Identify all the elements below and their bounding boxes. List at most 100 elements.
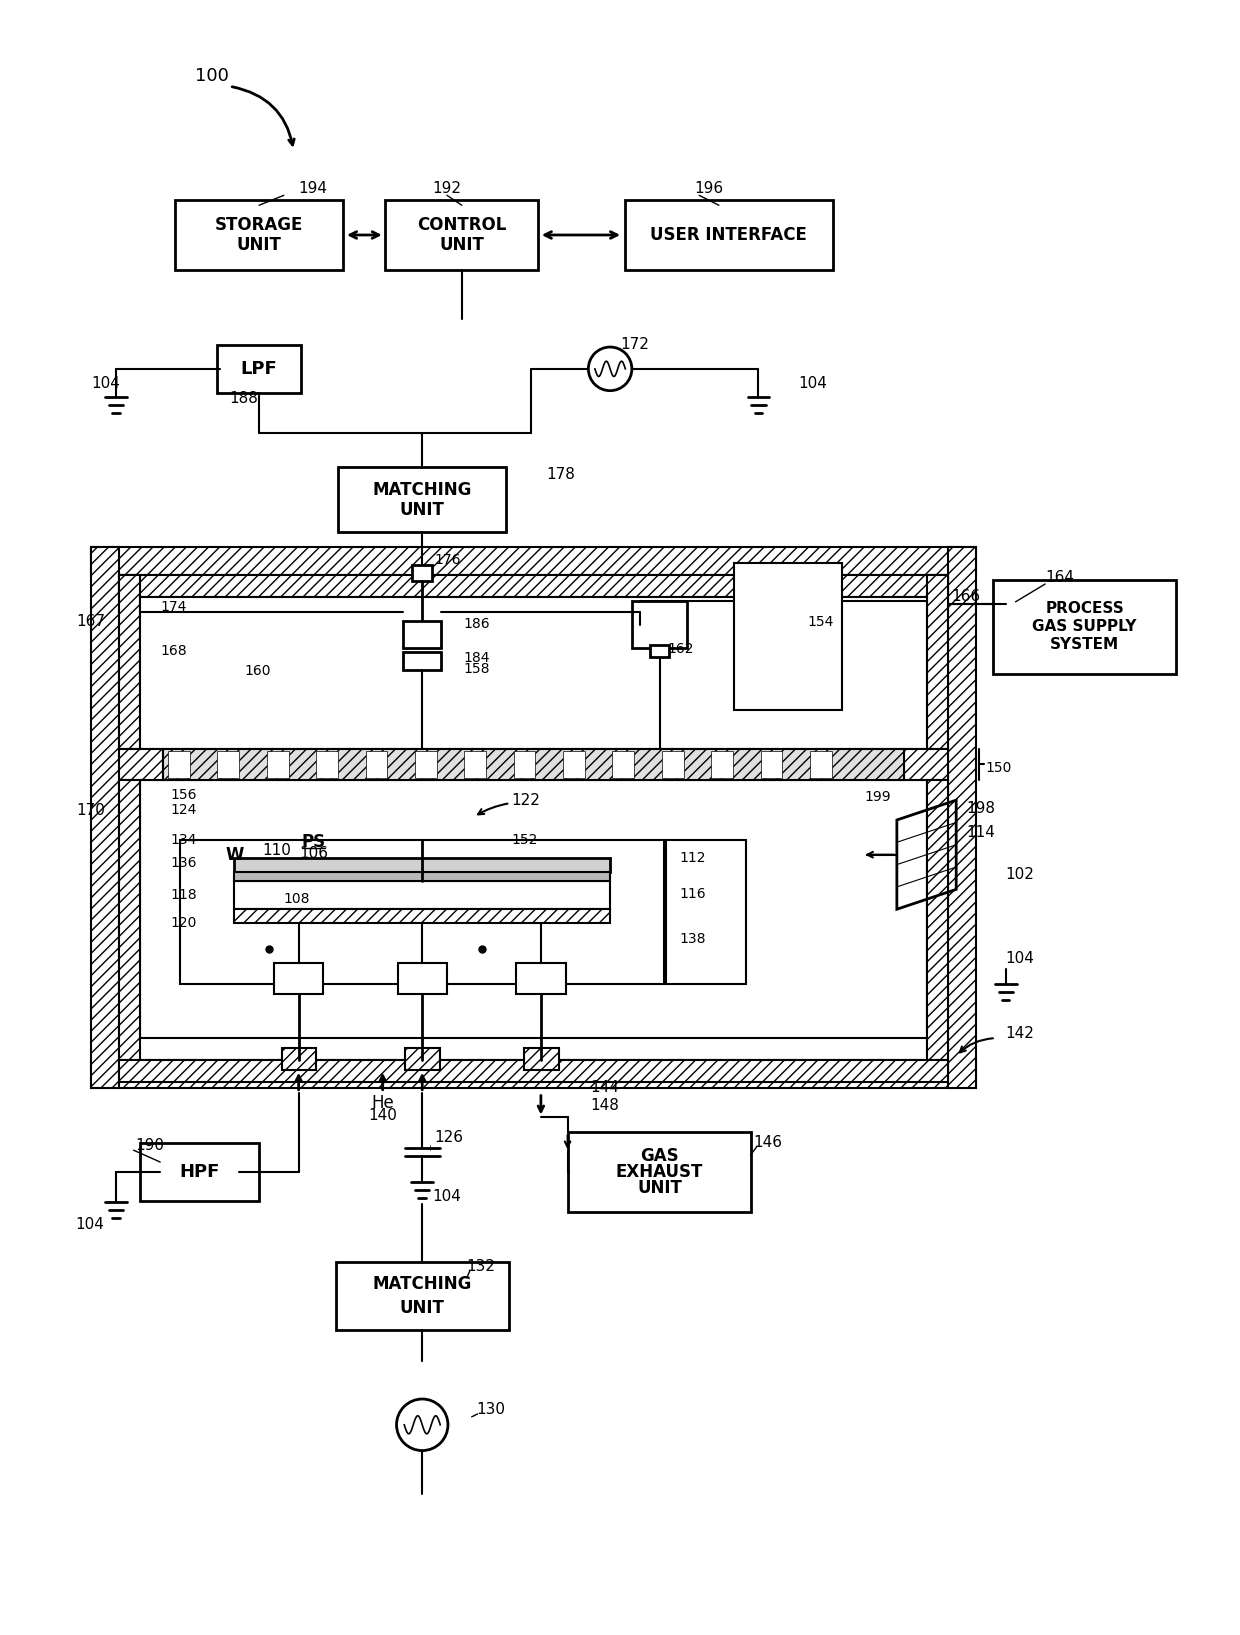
Text: PROCESS: PROCESS <box>1045 602 1125 616</box>
Text: GAS: GAS <box>640 1148 678 1166</box>
Bar <box>119 576 140 749</box>
Bar <box>405 1048 440 1069</box>
Text: 104: 104 <box>432 1189 461 1205</box>
Text: 172: 172 <box>620 337 649 352</box>
Text: STORAGE: STORAGE <box>215 216 304 234</box>
Bar <box>180 840 665 984</box>
Text: 158: 158 <box>464 662 490 677</box>
Bar <box>281 1048 316 1069</box>
Bar <box>525 1048 559 1069</box>
Bar <box>336 1262 508 1329</box>
Bar <box>119 576 949 597</box>
Bar <box>175 201 343 270</box>
Text: 152: 152 <box>511 832 538 847</box>
Text: 134: 134 <box>170 832 196 847</box>
Text: 192: 192 <box>432 181 461 196</box>
Text: 138: 138 <box>680 932 706 947</box>
Bar <box>140 597 926 749</box>
Bar <box>464 750 486 778</box>
Text: 166: 166 <box>951 589 981 605</box>
Text: 122: 122 <box>511 793 541 808</box>
Text: 198: 198 <box>966 801 994 816</box>
Text: 148: 148 <box>590 1099 619 1113</box>
Text: 124: 124 <box>170 803 196 818</box>
Bar <box>119 749 164 780</box>
Text: 110: 110 <box>262 844 291 858</box>
Text: 120: 120 <box>170 916 196 930</box>
Bar <box>217 750 239 778</box>
Text: 196: 196 <box>694 181 723 196</box>
Text: 174: 174 <box>160 600 186 613</box>
Bar <box>403 621 441 649</box>
Bar <box>516 963 565 994</box>
Text: 104: 104 <box>91 376 120 391</box>
Text: MATCHING: MATCHING <box>372 481 472 499</box>
Bar <box>234 858 610 871</box>
Text: HPF: HPF <box>180 1162 219 1180</box>
Text: UNIT: UNIT <box>399 500 445 518</box>
Bar <box>568 1133 751 1212</box>
Bar <box>119 1059 949 1082</box>
Text: GAS SUPPLY: GAS SUPPLY <box>1033 620 1137 634</box>
Bar <box>91 548 976 576</box>
Text: PS: PS <box>301 832 326 850</box>
Text: UNIT: UNIT <box>637 1179 682 1197</box>
Text: 184: 184 <box>464 651 490 665</box>
Bar <box>234 871 610 881</box>
Text: MATCHING: MATCHING <box>372 1275 472 1293</box>
Text: 178: 178 <box>546 468 574 482</box>
Bar <box>316 750 339 778</box>
Bar <box>140 780 926 1038</box>
Bar <box>415 750 436 778</box>
Text: 162: 162 <box>667 643 694 656</box>
Bar <box>119 780 140 1059</box>
Bar <box>403 652 441 670</box>
Text: 136: 136 <box>170 855 197 870</box>
Text: 132: 132 <box>466 1259 496 1274</box>
Bar <box>760 750 782 778</box>
Bar <box>563 750 585 778</box>
Bar <box>904 749 949 780</box>
Bar <box>632 600 687 649</box>
Text: LPF: LPF <box>241 360 278 378</box>
Bar <box>386 201 538 270</box>
Text: CONTROL: CONTROL <box>417 216 506 234</box>
Text: 188: 188 <box>229 391 258 405</box>
Bar <box>666 840 745 984</box>
Text: UNIT: UNIT <box>237 235 281 253</box>
Text: EXHAUST: EXHAUST <box>616 1162 703 1180</box>
Text: 100: 100 <box>195 67 228 85</box>
Text: 116: 116 <box>680 888 706 901</box>
Text: 104: 104 <box>1006 952 1034 966</box>
Text: 144: 144 <box>590 1081 619 1095</box>
Text: 154: 154 <box>808 615 835 629</box>
Text: UNIT: UNIT <box>439 235 485 253</box>
Bar <box>734 562 842 710</box>
Text: 102: 102 <box>1006 867 1034 881</box>
Text: 130: 130 <box>476 1403 506 1418</box>
Bar <box>712 750 733 778</box>
Bar <box>650 646 670 657</box>
Bar <box>613 750 634 778</box>
Text: 194: 194 <box>299 181 327 196</box>
Text: SYSTEM: SYSTEM <box>1050 638 1120 652</box>
Bar <box>926 576 949 749</box>
Bar <box>413 566 432 580</box>
Text: 112: 112 <box>680 850 706 865</box>
Text: 114: 114 <box>966 826 994 840</box>
Bar <box>625 201 832 270</box>
Text: 146: 146 <box>754 1135 782 1149</box>
Text: UNIT: UNIT <box>399 1298 445 1316</box>
Text: 118: 118 <box>170 888 197 903</box>
Text: 150: 150 <box>986 762 1012 775</box>
Bar <box>339 468 506 531</box>
Bar <box>119 576 949 1059</box>
Bar <box>949 548 976 1087</box>
Text: He: He <box>371 1094 394 1112</box>
Text: 108: 108 <box>284 893 310 906</box>
Bar <box>274 963 324 994</box>
Text: 164: 164 <box>1045 569 1074 585</box>
Text: 104: 104 <box>799 376 827 391</box>
Text: 176: 176 <box>434 553 460 567</box>
Bar <box>513 750 536 778</box>
